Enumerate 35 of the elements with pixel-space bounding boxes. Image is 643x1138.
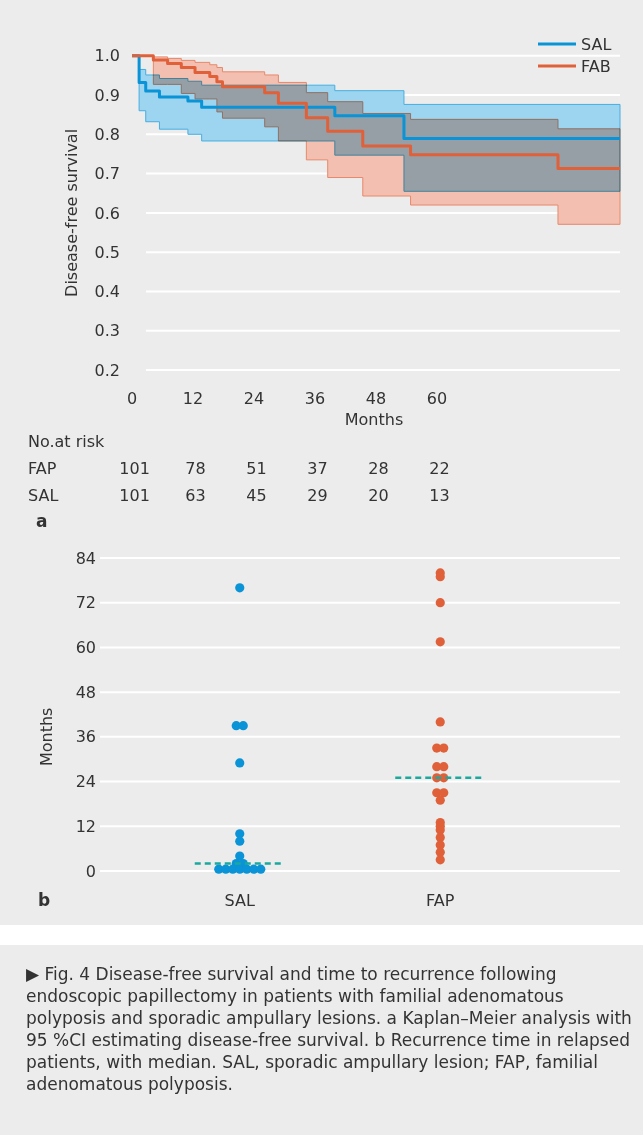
y-tick-label: 0.7	[94, 164, 120, 184]
text: No.at risk	[28, 432, 106, 451]
y-tick-label: 0.9	[94, 85, 120, 105]
x-axis-title: Months	[344, 410, 404, 429]
y-tick-label: 72	[75, 593, 96, 613]
y-tick-label: 24	[75, 772, 96, 792]
y-tick-label: 0.3	[94, 321, 120, 341]
y-tick-label: 0.2	[94, 360, 120, 380]
y-tick-label: 0.6	[94, 203, 120, 223]
x-tick-label: 60	[426, 389, 448, 408]
x-tick-label: 24	[243, 389, 265, 408]
y-tick-label: 84	[75, 548, 96, 568]
y-axis-title: Disease-free survival	[62, 128, 81, 297]
y-tick-label: 48	[75, 682, 96, 702]
x-tick-label: 36	[304, 389, 326, 408]
text: ▶ Fig. 4 Disease-free survival and time to recurrence following endoscopic papillectomy in patients with familial adenomatous polyposis and sporadic ampullary lesions. a Kaplan–Meier analysis with 95 %CI estimating disease-free survival. b Recurrence time in relapsed patients, with median. SAL, sporadic ampullary lesion; FAP, familial adenomatous polyposis.	[0, 945, 643, 1135]
x-tick-label: FAP	[426, 891, 455, 910]
x-tick-label: 12	[182, 389, 204, 408]
y-tick-label: 0.4	[94, 282, 120, 302]
y-axis-title: Months	[37, 707, 56, 767]
text: FAP 101 78 51 37 28 22	[28, 459, 450, 478]
y-tick-label: 1.0	[94, 46, 120, 66]
x-tick-label: 48	[365, 389, 387, 408]
x-tick-label: 0	[126, 389, 138, 408]
legend-label: FAB	[581, 56, 611, 76]
y-tick-label: 0.8	[94, 124, 120, 144]
legend-label: SAL	[581, 34, 612, 54]
y-tick-label: 12	[75, 816, 96, 836]
y-tick-label: 0.5	[94, 242, 120, 262]
y-tick-label: 0	[85, 861, 96, 881]
text: a	[36, 511, 48, 531]
y-tick-label: 60	[75, 638, 96, 658]
y-tick-label: 36	[75, 727, 96, 747]
text: b	[38, 890, 51, 910]
text: SAL 101 63 45 29 20 13	[28, 486, 450, 505]
